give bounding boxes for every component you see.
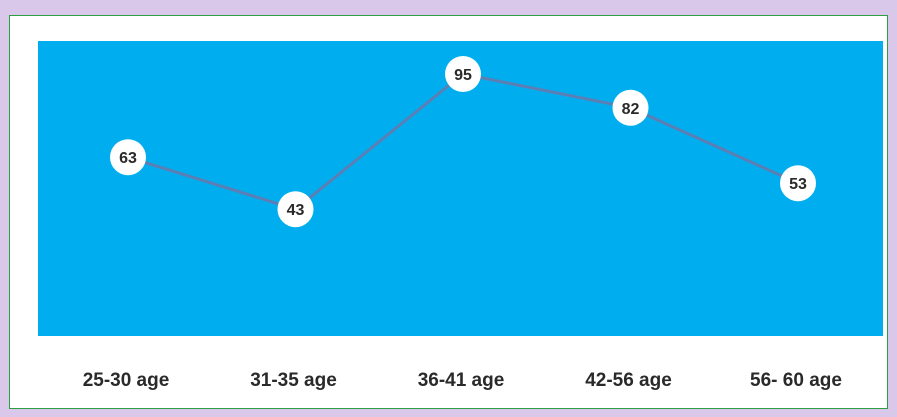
- data-label: 95: [454, 67, 472, 84]
- data-label: 82: [622, 101, 640, 118]
- data-point-marker: [277, 191, 314, 228]
- x-tick-label: 36-41 age: [418, 370, 505, 391]
- data-point-marker: [780, 165, 816, 202]
- data-label: 43: [287, 202, 305, 219]
- x-tick-label: 56- 60 age: [750, 370, 842, 391]
- data-label: 53: [789, 176, 807, 193]
- data-point-marker: [110, 139, 146, 176]
- data-point-marker: [612, 89, 649, 126]
- chart-frame: 63 43 95 82 53 25-30 age 31-35 age 36-41 age 42…: [9, 15, 888, 409]
- x-tick-label: 31-35 age: [250, 370, 337, 391]
- x-tick-label: 42-56 age: [585, 370, 672, 391]
- data-point-marker: [445, 56, 481, 92]
- data-label: 63: [119, 150, 137, 167]
- line-chart: 63 43 95 82 53 25-30 age 31-35 age 36-41 age 42…: [38, 41, 883, 391]
- x-tick-label: 25-30 age: [83, 370, 170, 391]
